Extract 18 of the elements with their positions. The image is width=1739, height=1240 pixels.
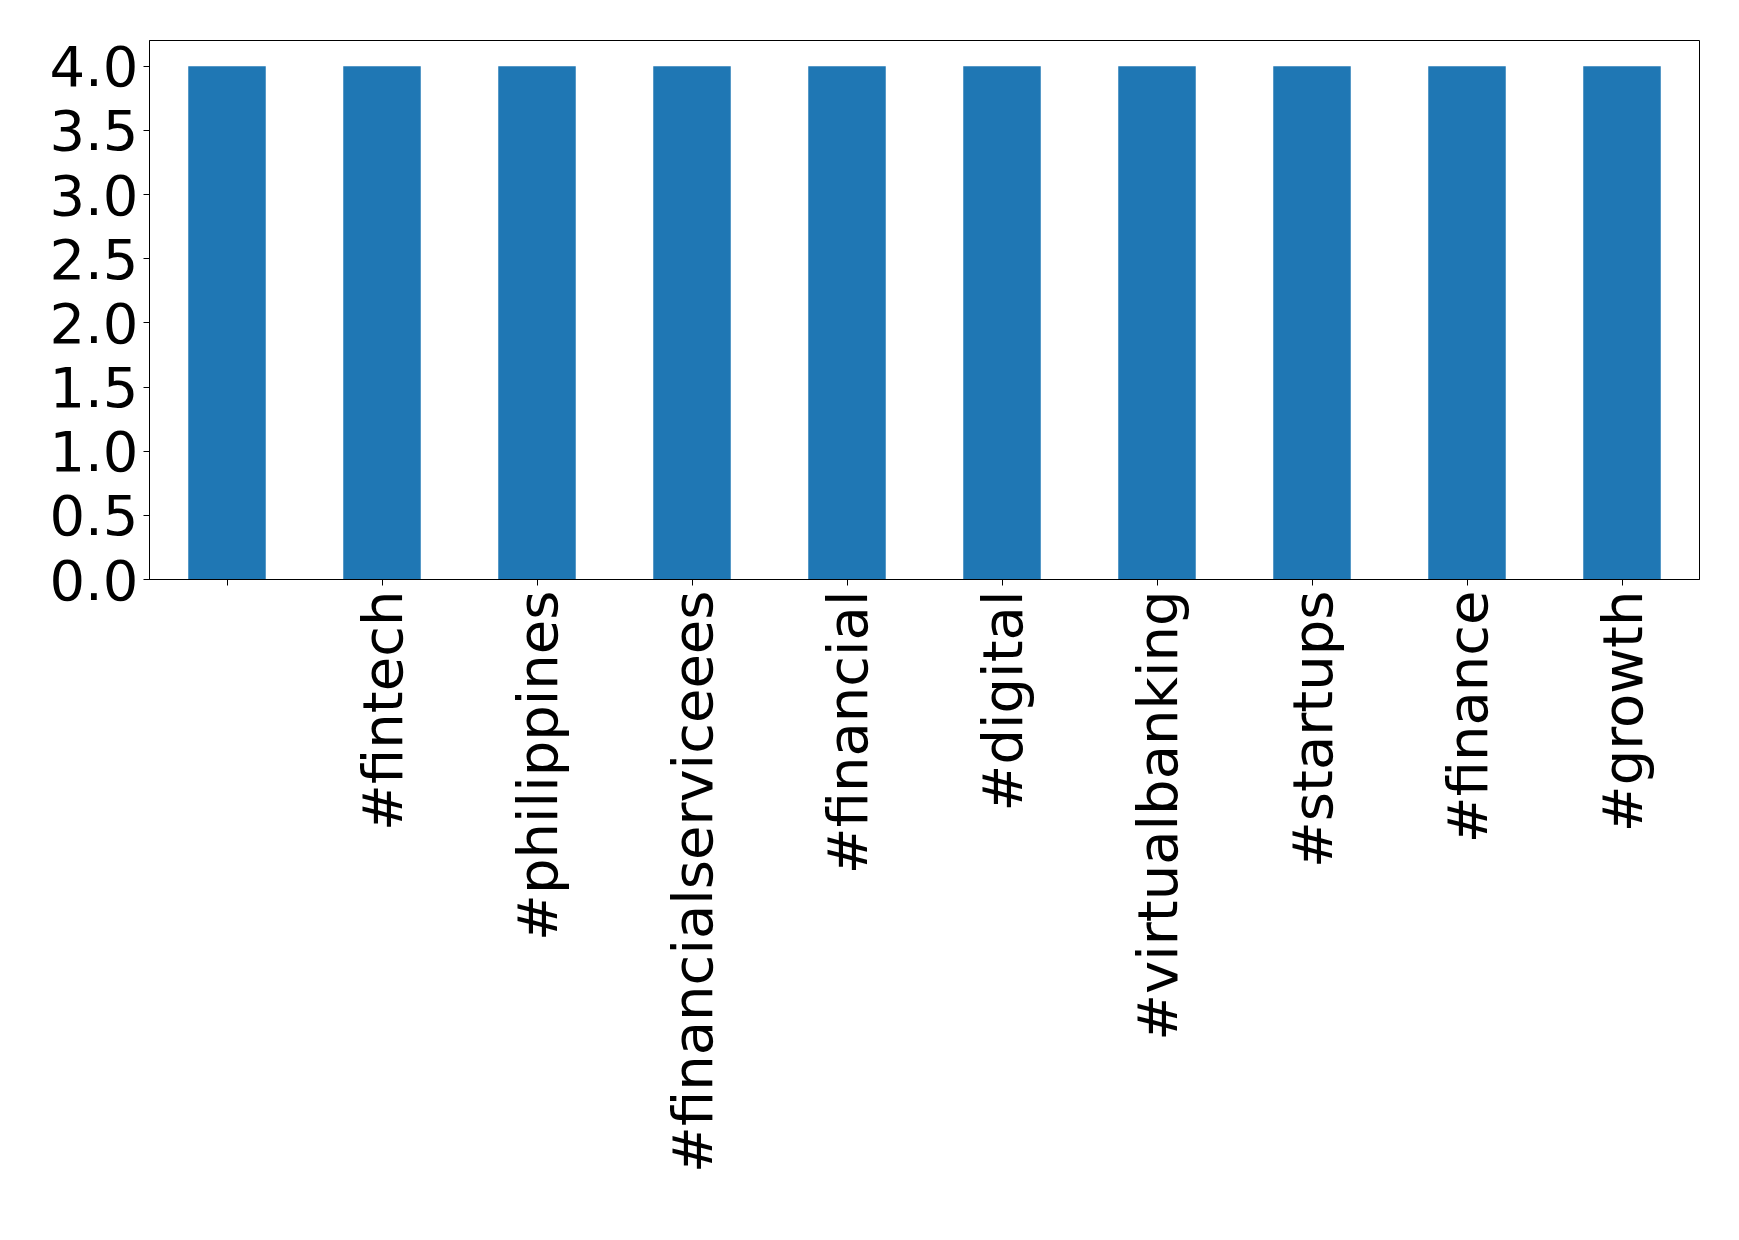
y-tick-label: 0.0 (49, 547, 139, 613)
x-tick-label: #growth (1589, 590, 1655, 833)
x-tick-label: #financialserviceees (659, 590, 725, 1173)
x-tick-label: #startups (1279, 590, 1345, 869)
y-tick-label: 1.0 (49, 419, 139, 485)
y-tick-label: 1.5 (49, 355, 139, 420)
y-tick-label: 2.5 (49, 226, 139, 292)
y-tick-label: 4.0 (49, 34, 139, 100)
x-tick-label: #virtualbanking (1124, 590, 1190, 1041)
x-tick-label: #fintech (349, 590, 415, 831)
x-tick-label: #financial (814, 590, 880, 875)
x-tick-label: #finance (1434, 590, 1500, 844)
x-tick-label: #philippines (504, 590, 570, 941)
y-tick-label: 2.0 (49, 290, 139, 356)
y-tick-label: 0.5 (49, 483, 139, 549)
y-tick-label: 3.0 (49, 162, 139, 228)
x-tick-label: #digital (969, 590, 1035, 812)
y-tick-label: 3.5 (49, 98, 139, 164)
